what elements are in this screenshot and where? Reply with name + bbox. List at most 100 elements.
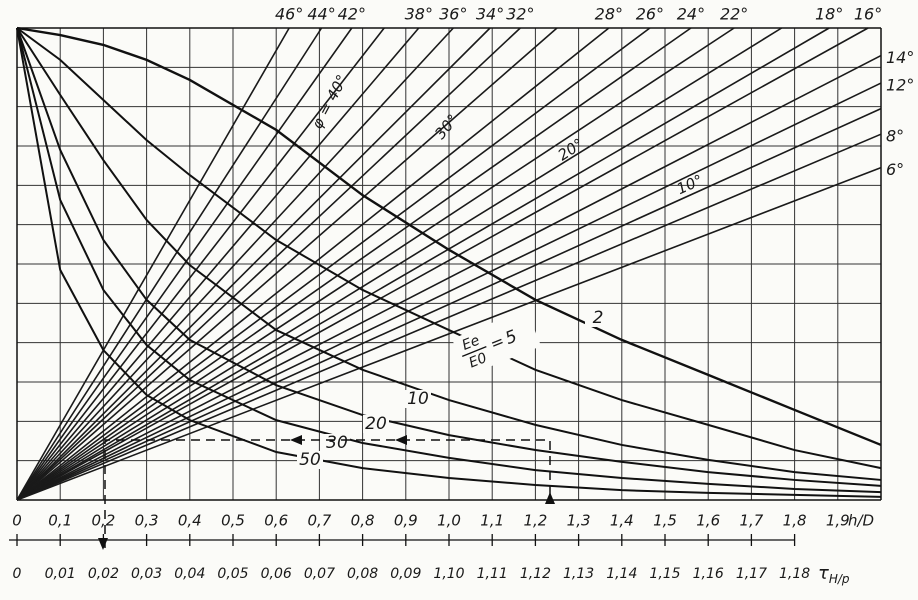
phi-line [16,27,420,501]
x2-tick-label: 1,10 [433,566,464,582]
phi-label: 44° [307,5,335,24]
x-tick-label: 1,7 [739,512,763,530]
x2-subscript: H/p [829,572,850,586]
x2-tick-label: 1,15 [649,566,680,582]
phi-inline-label: 20° [555,135,587,165]
x-tick-label: 1,4 [610,512,634,530]
x-tick-label: 1,5 [653,512,677,530]
x2-tick-label: 0,09 [390,566,421,582]
label-backdrop [585,309,611,327]
phi-label: 14° [886,48,914,67]
x-tick-label: 1,1 [480,512,504,530]
phi-label: 34° [476,5,504,24]
phi-line [16,27,830,501]
phi-line [16,27,610,501]
phi-line [16,27,558,501]
phi-label: 8° [886,127,904,146]
x2-tick-label: 1,11 [477,566,508,582]
phi-label: 24° [677,5,705,24]
phi-label: 32° [506,5,534,24]
phi-line [16,133,882,501]
phi-inline-label: 10° [674,171,706,198]
x-tick-label: 1,9 [826,512,850,530]
phi-label: 26° [636,5,664,24]
dashed-guide [104,439,551,548]
x-tick-label: 1,0 [437,512,461,530]
phi-label: 12° [886,76,914,95]
x-tick-label: 0,3 [135,512,159,530]
curve-label: 2 [593,308,604,328]
ratio-curve [16,27,882,481]
x-tick-label: 1,6 [696,512,720,530]
example-path [98,435,555,550]
x2-tick-label: 1,14 [606,566,637,582]
curve-label: 30 [326,433,348,453]
x2-tick-label: 1,17 [736,566,767,582]
x2-tick-label: 0,06 [261,566,292,582]
x-tick-label: 0,9 [394,512,418,530]
x-tick-label: 1,2 [523,512,547,530]
phi-line [16,82,882,501]
phi-line [16,27,491,501]
x2-tick-label: 0,07 [304,566,335,582]
phi-label: 28° [595,5,623,24]
x-tick-label: 0,4 [178,512,202,530]
phi-label: 22° [720,5,748,24]
phi-label: 42° [338,5,366,24]
x-tick-label: 1,8 [783,512,807,530]
label-backdrop [405,390,431,408]
ratio-curve [16,26,882,447]
x2-tick-label: 0,08 [347,566,378,582]
ratio-denominator: E0 [467,350,490,372]
x-tick-label: 0,7 [307,512,331,530]
ratio-curve [16,27,882,498]
ratio-curve [16,27,882,487]
label-backdrop [324,434,350,452]
x-tick-label: 0,5 [221,512,245,530]
phi-line [16,27,735,501]
x-tick-label: 0 [12,512,22,530]
x2-axis-label: τH/p [818,563,850,586]
x-tick-label: 0,2 [91,512,115,530]
x2-symbol: τ [818,563,829,584]
phi-line [16,27,783,501]
x2-tick-label: 1,12 [520,566,551,582]
phi-label: 6° [886,160,904,179]
phi-line [16,27,692,501]
curve-label: 20 [365,414,387,434]
x-tick-label: 0,8 [351,512,375,530]
ratio-curve [16,27,882,494]
phi-line [16,27,869,501]
x2-tick-label: 0 [13,566,22,582]
label-backdrop [363,415,389,433]
x-tick-label: 0,1 [48,512,72,530]
x2-tick-label: 1,13 [563,566,594,582]
label-backdrop [297,451,323,469]
x2-tick-label: 1,18 [779,566,810,582]
x2-tick-label: 1,16 [693,566,724,582]
phi-line [16,27,323,501]
phi-line [16,27,651,501]
phi-line [16,54,882,501]
phi-label: 38° [405,5,433,24]
x2-tick-label: 0,04 [174,566,205,582]
curve-label: 50 [299,450,321,470]
x2-tick-label: 0,05 [217,566,248,582]
fraction-bar [461,346,487,357]
phi-line [16,107,882,501]
phi-line [16,27,353,501]
phi-label: 18° [815,5,843,24]
phi-label: 36° [439,5,467,24]
x2-tick-label: 0,02 [88,566,119,582]
ratio-curve [16,27,882,470]
curve-label: 10 [407,389,429,409]
x-tick-label: 0,6 [264,512,288,530]
phi-line [16,27,454,501]
x2-tick-label: 0,03 [131,566,162,582]
phi-label: 16° [854,5,882,24]
phi-line [16,27,385,501]
x-axis-label: h/D [848,512,874,530]
label-backdrop [451,308,542,377]
